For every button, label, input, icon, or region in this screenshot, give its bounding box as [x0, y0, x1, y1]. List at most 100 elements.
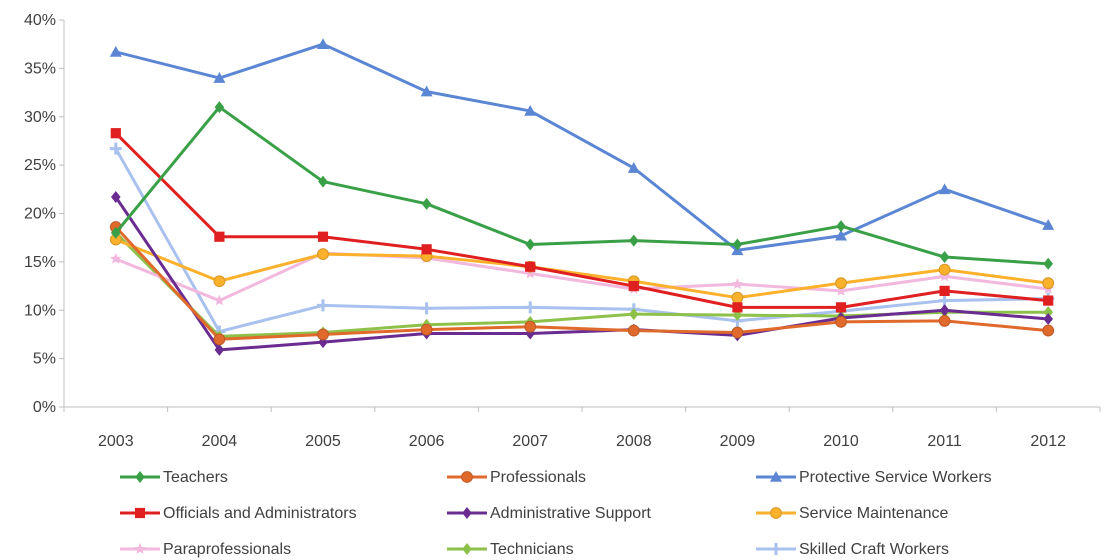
data-point — [524, 320, 537, 333]
data-point — [938, 183, 951, 195]
legend-swatch-marker — [134, 543, 146, 554]
data-point — [213, 72, 226, 83]
data-point — [109, 45, 122, 57]
y-tick-label: 0% — [33, 399, 56, 416]
data-point — [1043, 312, 1053, 325]
data-point — [628, 280, 639, 292]
x-tick-label: 2005 — [305, 433, 341, 450]
legend-label: Teachers — [163, 469, 228, 486]
x-tick-label: 2006 — [409, 433, 445, 450]
series-service-maintenance — [109, 233, 1055, 304]
legend-item: Administrative Support — [447, 505, 652, 522]
legend-label: Skilled Craft Workers — [799, 541, 949, 558]
legend-swatch-marker — [461, 471, 473, 483]
data-point — [836, 220, 846, 233]
data-point — [835, 284, 847, 296]
y-tick-label: 25% — [24, 157, 56, 174]
data-point — [732, 238, 743, 251]
legend-item: Professionals — [447, 469, 586, 486]
data-point — [629, 234, 639, 247]
x-tick-label: 2008 — [616, 433, 652, 450]
y-tick-label: 30% — [24, 109, 56, 126]
legend-swatch-marker — [462, 507, 472, 519]
data-point — [110, 128, 121, 139]
data-point — [731, 278, 744, 289]
legend-item: Protective Service Workers — [756, 469, 992, 486]
data-point — [731, 291, 744, 304]
series-teachers — [111, 101, 1053, 270]
legend-label: Protective Service Workers — [799, 469, 992, 486]
legend-item: Technicians — [447, 541, 574, 558]
legend-label: Professionals — [490, 469, 586, 486]
data-point — [524, 301, 537, 314]
data-point — [109, 142, 122, 155]
y-tick-label: 15% — [24, 254, 56, 271]
data-point — [1042, 277, 1055, 290]
data-point — [420, 302, 433, 315]
series-protective-service-workers — [109, 38, 1055, 256]
x-tick-label: 2004 — [202, 433, 238, 450]
data-point — [939, 285, 950, 296]
series-line — [114, 196, 1049, 352]
data-point — [627, 162, 640, 173]
series-professionals — [109, 221, 1055, 346]
data-point — [317, 248, 329, 261]
data-point — [214, 231, 225, 242]
data-point — [938, 314, 951, 327]
series-skilled-craft-workers — [109, 142, 1055, 338]
data-point — [317, 231, 329, 242]
legend: Teachers Professionals Protective Service … — [120, 469, 992, 558]
data-point — [525, 238, 535, 251]
data-point — [627, 324, 640, 337]
legend-label: Technicians — [490, 541, 574, 558]
legend-item: Officials and Administrators — [120, 505, 357, 522]
y-tick-label: 35% — [24, 60, 56, 77]
data-point — [939, 304, 950, 317]
data-point — [524, 267, 536, 279]
data-point — [939, 251, 950, 264]
series-line — [115, 251, 1049, 303]
data-point — [1042, 219, 1055, 230]
legend-swatch-marker — [770, 543, 782, 555]
data-point — [213, 275, 226, 288]
x-tick-label: 2007 — [512, 433, 548, 450]
series-line — [114, 105, 1049, 266]
data-point — [1043, 295, 1054, 306]
legend-swatch-marker — [770, 507, 782, 519]
series-line — [114, 226, 1049, 341]
data-point — [1043, 257, 1053, 270]
legend-label: Service Maintenance — [799, 505, 949, 522]
legend-swatch-marker — [462, 543, 472, 555]
x-tick-label: 2010 — [823, 433, 859, 450]
series-line — [115, 238, 1049, 300]
y-tick-label: 5% — [33, 351, 56, 368]
data-point — [421, 197, 432, 210]
data-point — [835, 315, 847, 328]
legend-swatch-marker — [134, 507, 146, 519]
data-point — [318, 175, 328, 188]
data-point — [317, 299, 329, 312]
x-tick-label: 2012 — [1030, 433, 1066, 450]
data-point — [1042, 324, 1055, 337]
y-tick-label: 10% — [24, 302, 56, 319]
data-point — [938, 270, 951, 282]
data-point — [110, 252, 122, 264]
data-point — [213, 333, 226, 346]
data-point — [835, 277, 847, 290]
data-point — [938, 263, 951, 276]
y-tick-label: 20% — [24, 206, 56, 223]
series-line — [115, 42, 1049, 252]
data-point — [317, 328, 329, 341]
data-point — [731, 326, 744, 339]
data-point — [420, 85, 433, 97]
data-point — [629, 308, 639, 321]
data-point — [835, 302, 847, 313]
axes: 0% 5% 10% 15% 20% 25% 30% 35% 40% 2003 2004 2005 200… — [24, 12, 1101, 450]
series-line — [114, 132, 1049, 309]
data-point — [214, 343, 225, 356]
data-point — [317, 38, 329, 49]
data-point — [111, 226, 121, 239]
data-point — [732, 302, 743, 313]
legend-label: Paraprofessionals — [163, 541, 291, 558]
